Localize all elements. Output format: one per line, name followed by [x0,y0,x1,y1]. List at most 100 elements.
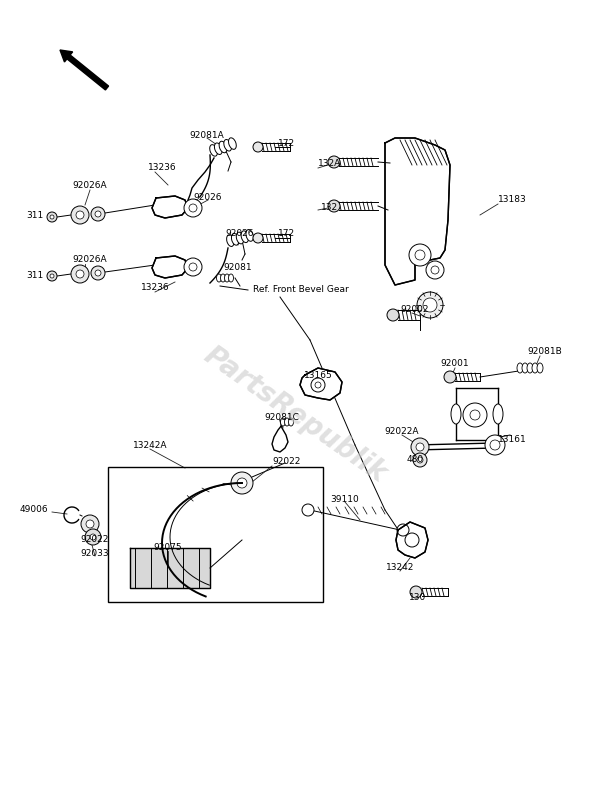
Circle shape [184,258,202,276]
Circle shape [463,403,487,427]
Polygon shape [152,196,188,218]
Ellipse shape [537,363,543,373]
Circle shape [416,443,424,451]
Ellipse shape [229,274,233,282]
Circle shape [81,515,99,533]
Circle shape [417,292,443,318]
Text: 49006: 49006 [19,506,48,514]
Ellipse shape [241,231,248,243]
Ellipse shape [236,232,244,244]
Circle shape [415,250,425,260]
Circle shape [231,472,253,494]
Circle shape [184,199,202,217]
FancyArrow shape [60,50,109,90]
Text: 92081C: 92081C [265,414,299,422]
Ellipse shape [221,274,226,282]
Text: 92026A: 92026A [73,255,107,265]
Circle shape [90,534,96,540]
Text: 92081A: 92081A [190,130,224,140]
Text: 92026: 92026 [226,228,254,238]
Text: 39110: 39110 [331,495,359,505]
Text: 13183: 13183 [498,195,527,205]
Text: 92075: 92075 [154,543,182,553]
Circle shape [315,382,321,388]
Text: 92026A: 92026A [73,181,107,191]
Text: 132A: 132A [319,159,341,167]
Circle shape [444,371,456,383]
Ellipse shape [451,404,461,424]
Circle shape [387,309,399,321]
Circle shape [189,204,197,212]
Ellipse shape [517,363,523,373]
Circle shape [411,438,429,456]
Circle shape [410,586,422,598]
Ellipse shape [224,274,229,282]
Circle shape [47,271,57,281]
Text: 13242A: 13242A [133,440,167,450]
Circle shape [485,435,505,455]
Text: 172: 172 [278,228,295,238]
Text: 92022: 92022 [81,535,109,545]
Ellipse shape [224,140,232,151]
Circle shape [50,274,54,278]
Circle shape [423,298,437,312]
Circle shape [71,265,89,283]
Text: 13242: 13242 [386,564,414,572]
Ellipse shape [284,418,290,426]
Circle shape [76,211,84,219]
Text: 13165: 13165 [304,371,332,379]
Text: 92002: 92002 [401,305,429,315]
Text: 13236: 13236 [148,163,176,173]
Text: 311: 311 [27,210,44,220]
Circle shape [50,215,54,219]
Circle shape [237,478,247,488]
Ellipse shape [281,418,286,426]
Ellipse shape [214,143,222,155]
Text: 132: 132 [322,203,338,211]
Circle shape [409,244,431,266]
Circle shape [302,504,314,516]
Circle shape [328,156,340,168]
Text: 92001: 92001 [440,360,469,368]
Circle shape [431,266,439,274]
Circle shape [426,261,444,279]
Circle shape [311,378,325,392]
Circle shape [95,211,101,217]
Ellipse shape [522,363,528,373]
Circle shape [86,520,94,528]
Circle shape [47,212,57,222]
Polygon shape [396,522,428,558]
Ellipse shape [532,363,538,373]
Text: 92033: 92033 [80,549,109,557]
Circle shape [95,270,101,276]
Polygon shape [385,138,450,285]
Circle shape [328,200,340,212]
Text: 92022: 92022 [272,458,301,466]
Polygon shape [130,548,210,588]
Text: 311: 311 [27,271,44,279]
Circle shape [413,453,427,467]
Text: PartsRepublik: PartsRepublik [198,341,392,488]
Text: 13236: 13236 [140,283,169,293]
Text: Ref. Front Bevel Gear: Ref. Front Bevel Gear [253,286,349,294]
Circle shape [417,457,423,463]
Circle shape [253,233,263,243]
Circle shape [85,529,101,545]
Ellipse shape [217,274,221,282]
Circle shape [91,266,105,280]
Ellipse shape [232,233,239,245]
Text: 13161: 13161 [498,436,527,444]
Circle shape [91,207,105,221]
Ellipse shape [246,229,253,241]
Text: 130: 130 [409,593,427,603]
Circle shape [490,440,500,450]
Ellipse shape [527,363,533,373]
Text: 480: 480 [406,455,424,465]
Text: 92081B: 92081B [527,348,562,356]
Ellipse shape [227,235,234,246]
Ellipse shape [289,418,293,426]
Polygon shape [300,368,342,400]
Bar [108,467,323,602]
Text: 172: 172 [278,138,295,148]
Circle shape [405,533,419,547]
